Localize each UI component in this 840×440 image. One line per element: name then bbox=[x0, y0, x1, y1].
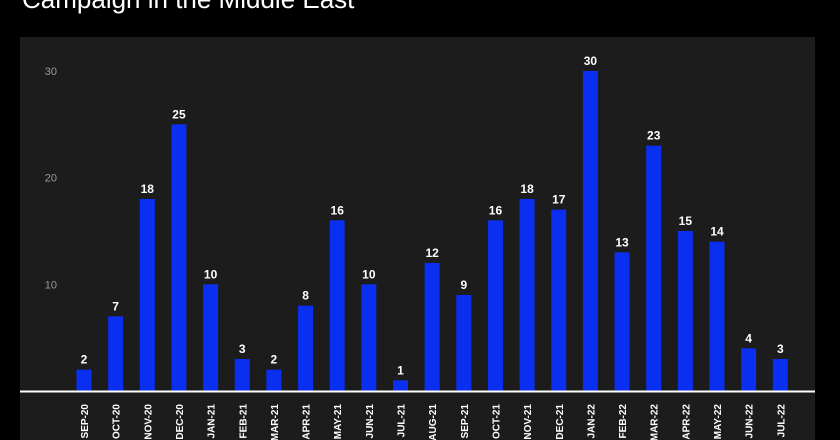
bar bbox=[171, 124, 187, 391]
x-tick-label: OCT-20 bbox=[112, 404, 123, 439]
bar-value-label: 1 bbox=[397, 363, 404, 377]
bar-value-label: 17 bbox=[552, 193, 566, 207]
bar bbox=[677, 231, 693, 391]
bar bbox=[487, 220, 503, 391]
bar-value-label: 13 bbox=[615, 235, 629, 249]
bar-value-label: 16 bbox=[489, 203, 503, 217]
bar bbox=[424, 263, 440, 391]
x-tick-label: MAY-21 bbox=[333, 404, 344, 440]
bar-value-label: 3 bbox=[777, 342, 784, 356]
bar-value-label: 3 bbox=[239, 342, 246, 356]
bar-value-label: 25 bbox=[172, 107, 186, 121]
bar bbox=[582, 71, 598, 391]
x-tick-label: JUL-22 bbox=[776, 404, 787, 438]
x-tick-label: JUN-21 bbox=[365, 404, 376, 439]
bar bbox=[329, 220, 345, 391]
bar-value-label: 10 bbox=[204, 267, 218, 281]
bar-value-label: 8 bbox=[302, 289, 309, 303]
bar bbox=[108, 316, 124, 391]
y-tick-label: 20 bbox=[45, 173, 57, 185]
x-tick-label: SEP-20 bbox=[80, 404, 91, 439]
x-tick-label: NOV-20 bbox=[143, 404, 154, 440]
x-tick-label: MAR-21 bbox=[270, 404, 281, 440]
bar bbox=[234, 359, 250, 391]
bar bbox=[772, 359, 788, 391]
x-tick-label: OCT-21 bbox=[491, 404, 502, 439]
bar-value-label: 2 bbox=[81, 353, 88, 367]
bar-value-label: 14 bbox=[710, 225, 724, 239]
bar-value-label: 15 bbox=[679, 214, 693, 228]
bar bbox=[76, 369, 92, 391]
bar bbox=[298, 305, 314, 391]
bar bbox=[646, 145, 662, 391]
x-tick-label: MAY-22 bbox=[713, 404, 724, 440]
bar-value-label: 18 bbox=[141, 182, 155, 196]
bar bbox=[709, 241, 725, 391]
bar-value-label: 16 bbox=[331, 203, 345, 217]
bar bbox=[456, 295, 472, 391]
x-tick-label: MAR-22 bbox=[650, 404, 661, 440]
bar bbox=[203, 284, 219, 391]
bar bbox=[393, 380, 408, 391]
bar-value-label: 7 bbox=[112, 299, 119, 313]
x-tick-label: JUN-22 bbox=[745, 404, 756, 439]
bar-value-label: 10 bbox=[362, 267, 376, 281]
x-tick-label: FEB-21 bbox=[238, 404, 249, 439]
y-tick-label: 30 bbox=[45, 66, 57, 78]
bar-value-label: 23 bbox=[647, 129, 661, 143]
bar bbox=[519, 199, 535, 391]
chart-title: Campaign in the Middle East bbox=[22, 0, 354, 15]
x-tick-label: JAN-21 bbox=[207, 404, 218, 439]
bar bbox=[551, 209, 567, 391]
x-tick-label: AUG-21 bbox=[428, 404, 439, 440]
bar-value-label: 12 bbox=[425, 246, 439, 260]
x-tick-label: NOV-21 bbox=[523, 404, 534, 440]
x-tick-label: FEB-22 bbox=[618, 404, 629, 439]
bar-value-label: 4 bbox=[745, 331, 752, 345]
bar-value-label: 18 bbox=[520, 182, 534, 196]
x-tick-label: SEP-21 bbox=[460, 404, 471, 439]
y-tick-label: 10 bbox=[45, 279, 57, 291]
bar-value-label: 30 bbox=[584, 54, 598, 68]
bar bbox=[361, 284, 377, 391]
bar bbox=[266, 369, 282, 391]
bar-value-label: 9 bbox=[460, 278, 467, 292]
x-tick-label: JAN-22 bbox=[586, 404, 597, 439]
bar bbox=[614, 252, 630, 391]
x-tick-label: JUL-21 bbox=[397, 404, 408, 438]
bar bbox=[139, 199, 155, 391]
bar bbox=[741, 348, 757, 391]
bar-value-label: 2 bbox=[271, 353, 278, 367]
x-tick-label: APR-22 bbox=[681, 404, 692, 440]
x-tick-label: DEC-21 bbox=[555, 404, 566, 440]
x-tick-label: APR-21 bbox=[302, 404, 313, 440]
x-tick-label: DEC-20 bbox=[175, 404, 186, 440]
